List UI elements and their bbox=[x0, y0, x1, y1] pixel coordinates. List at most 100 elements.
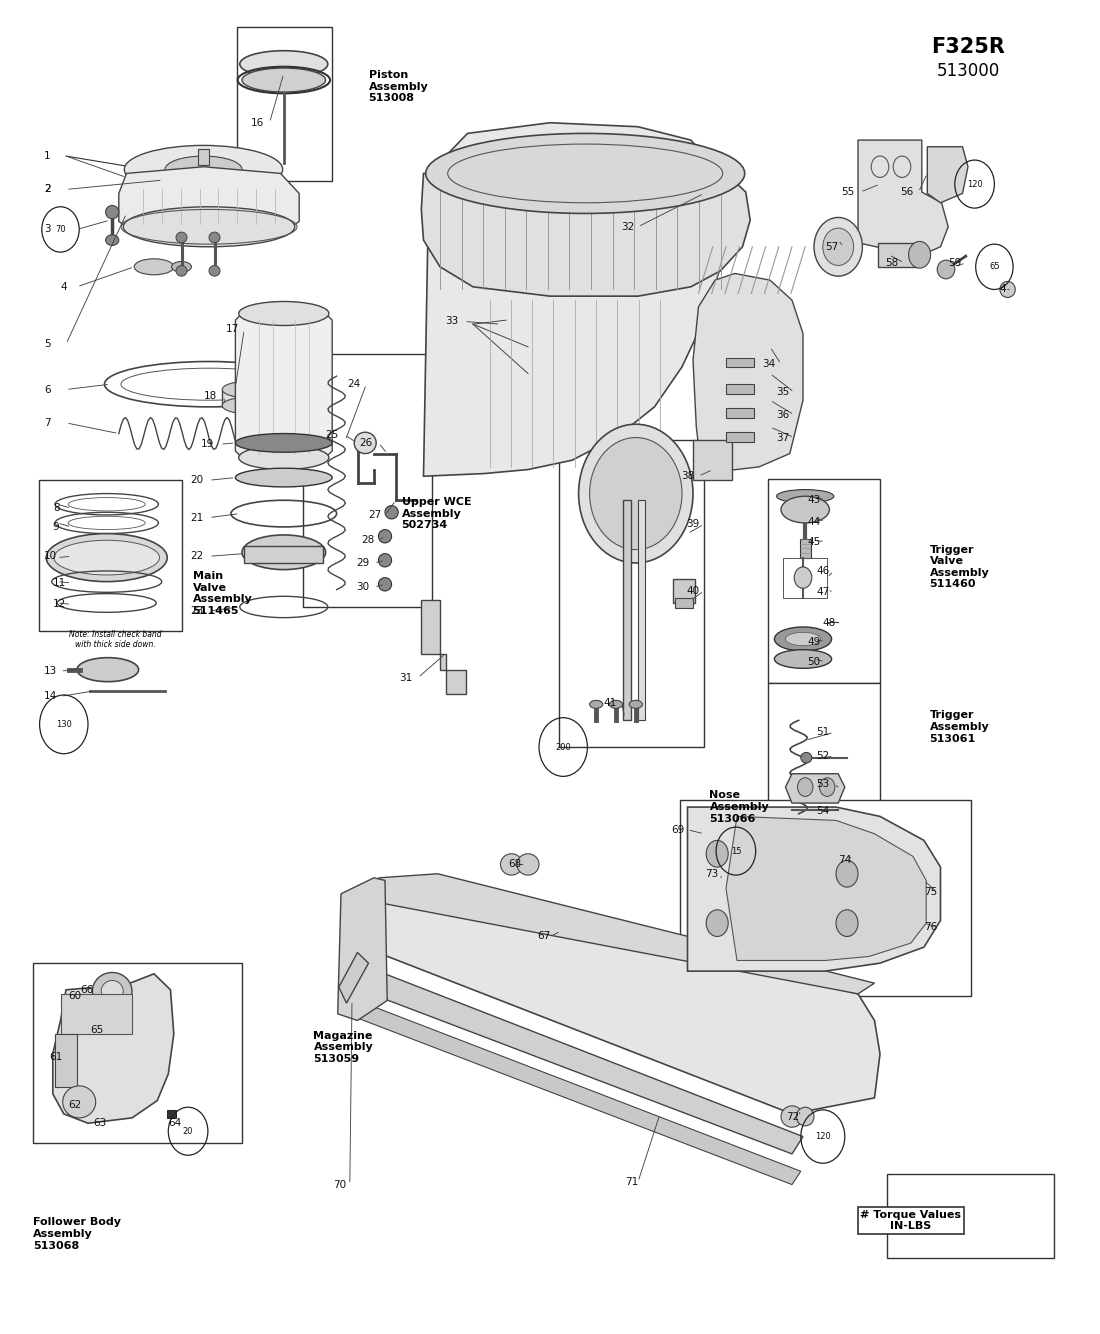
Ellipse shape bbox=[909, 241, 931, 268]
Ellipse shape bbox=[517, 854, 539, 875]
Ellipse shape bbox=[123, 207, 295, 247]
Ellipse shape bbox=[63, 1086, 96, 1118]
Text: 37: 37 bbox=[777, 432, 790, 443]
Text: 15: 15 bbox=[730, 847, 741, 855]
Polygon shape bbox=[346, 1000, 801, 1185]
Text: 200: 200 bbox=[556, 743, 571, 751]
Text: 11: 11 bbox=[53, 578, 66, 588]
Polygon shape bbox=[421, 600, 466, 694]
Ellipse shape bbox=[796, 1107, 814, 1126]
Text: 18: 18 bbox=[204, 391, 217, 402]
Polygon shape bbox=[693, 273, 803, 474]
Bar bbox=[726, 432, 754, 442]
Bar bbox=[33, 963, 242, 1143]
Polygon shape bbox=[235, 313, 332, 458]
Text: 41: 41 bbox=[604, 698, 617, 708]
Text: 55: 55 bbox=[842, 187, 855, 197]
Ellipse shape bbox=[426, 133, 745, 213]
Text: 60: 60 bbox=[68, 991, 81, 1002]
Ellipse shape bbox=[86, 1017, 101, 1033]
Ellipse shape bbox=[240, 51, 328, 77]
Text: 1: 1 bbox=[44, 151, 51, 161]
Ellipse shape bbox=[937, 260, 955, 279]
Text: 7: 7 bbox=[44, 418, 51, 428]
Ellipse shape bbox=[823, 228, 854, 265]
Ellipse shape bbox=[92, 972, 132, 1010]
Bar bbox=[768, 479, 880, 683]
Text: 58: 58 bbox=[886, 257, 899, 268]
Text: 32: 32 bbox=[621, 221, 635, 232]
Text: 50: 50 bbox=[807, 656, 821, 667]
Polygon shape bbox=[346, 963, 803, 1154]
Text: Upper WCE
Assembly
502734: Upper WCE Assembly 502734 bbox=[402, 498, 471, 530]
Text: 66: 66 bbox=[80, 984, 94, 995]
Text: 72: 72 bbox=[786, 1111, 800, 1122]
Text: 35: 35 bbox=[777, 387, 790, 398]
Ellipse shape bbox=[774, 627, 832, 651]
Text: Note: Install check band
with thick side down.: Note: Install check band with thick side… bbox=[69, 630, 162, 650]
Text: 120: 120 bbox=[967, 180, 982, 188]
Ellipse shape bbox=[590, 700, 603, 708]
Ellipse shape bbox=[54, 540, 159, 575]
Polygon shape bbox=[424, 123, 726, 476]
Text: 120: 120 bbox=[815, 1133, 830, 1141]
Bar bbox=[726, 408, 754, 418]
Text: # Torque Values
IN-LBS: # Torque Values IN-LBS bbox=[860, 1210, 961, 1231]
Text: 75: 75 bbox=[924, 887, 937, 898]
Text: 63: 63 bbox=[94, 1118, 107, 1129]
Text: Trigger
Assembly
513061: Trigger Assembly 513061 bbox=[930, 711, 989, 743]
Text: 40: 40 bbox=[686, 586, 700, 596]
Text: 53: 53 bbox=[816, 779, 829, 790]
Text: 28: 28 bbox=[361, 535, 374, 546]
Ellipse shape bbox=[781, 1106, 803, 1127]
Text: 64: 64 bbox=[168, 1118, 182, 1129]
Ellipse shape bbox=[222, 382, 271, 398]
Bar bbox=[302, 354, 432, 607]
Bar bbox=[60, 994, 132, 1034]
Text: 20: 20 bbox=[190, 475, 204, 486]
Text: 38: 38 bbox=[681, 471, 694, 482]
Text: Main
Valve
Assembly
511465: Main Valve Assembly 511465 bbox=[192, 571, 252, 616]
Text: 12: 12 bbox=[53, 599, 66, 610]
Polygon shape bbox=[421, 173, 750, 296]
Text: 47: 47 bbox=[816, 587, 829, 598]
Text: 73: 73 bbox=[705, 868, 718, 879]
Text: 20: 20 bbox=[183, 1127, 194, 1135]
Text: 59: 59 bbox=[948, 257, 961, 268]
Text: 39: 39 bbox=[686, 519, 700, 530]
Ellipse shape bbox=[242, 68, 326, 92]
Ellipse shape bbox=[101, 980, 123, 1002]
Text: 27: 27 bbox=[368, 510, 382, 520]
Ellipse shape bbox=[500, 854, 522, 875]
Text: 68: 68 bbox=[508, 859, 521, 870]
Ellipse shape bbox=[106, 235, 119, 245]
Text: 52: 52 bbox=[816, 751, 829, 762]
Ellipse shape bbox=[798, 778, 813, 796]
Text: 33: 33 bbox=[446, 316, 459, 327]
Text: 36: 36 bbox=[777, 410, 790, 420]
Ellipse shape bbox=[579, 424, 693, 563]
Ellipse shape bbox=[176, 232, 187, 243]
Bar bbox=[198, 149, 209, 165]
Polygon shape bbox=[927, 147, 968, 203]
Text: 56: 56 bbox=[900, 187, 913, 197]
Ellipse shape bbox=[209, 265, 220, 276]
Bar bbox=[675, 598, 693, 608]
Bar bbox=[236, 27, 332, 181]
Ellipse shape bbox=[836, 910, 858, 936]
Ellipse shape bbox=[209, 232, 220, 243]
Text: 2: 2 bbox=[44, 184, 51, 195]
Bar bbox=[887, 1174, 1054, 1258]
Text: 513000: 513000 bbox=[936, 61, 1000, 80]
Ellipse shape bbox=[814, 217, 862, 276]
Ellipse shape bbox=[222, 398, 271, 414]
Ellipse shape bbox=[172, 261, 191, 272]
Polygon shape bbox=[726, 816, 926, 960]
Text: 44: 44 bbox=[807, 516, 821, 527]
Bar bbox=[559, 440, 704, 747]
Polygon shape bbox=[785, 774, 845, 803]
Ellipse shape bbox=[378, 554, 392, 567]
Ellipse shape bbox=[801, 752, 812, 763]
Text: 49: 49 bbox=[807, 636, 821, 647]
Text: 25: 25 bbox=[326, 430, 339, 440]
